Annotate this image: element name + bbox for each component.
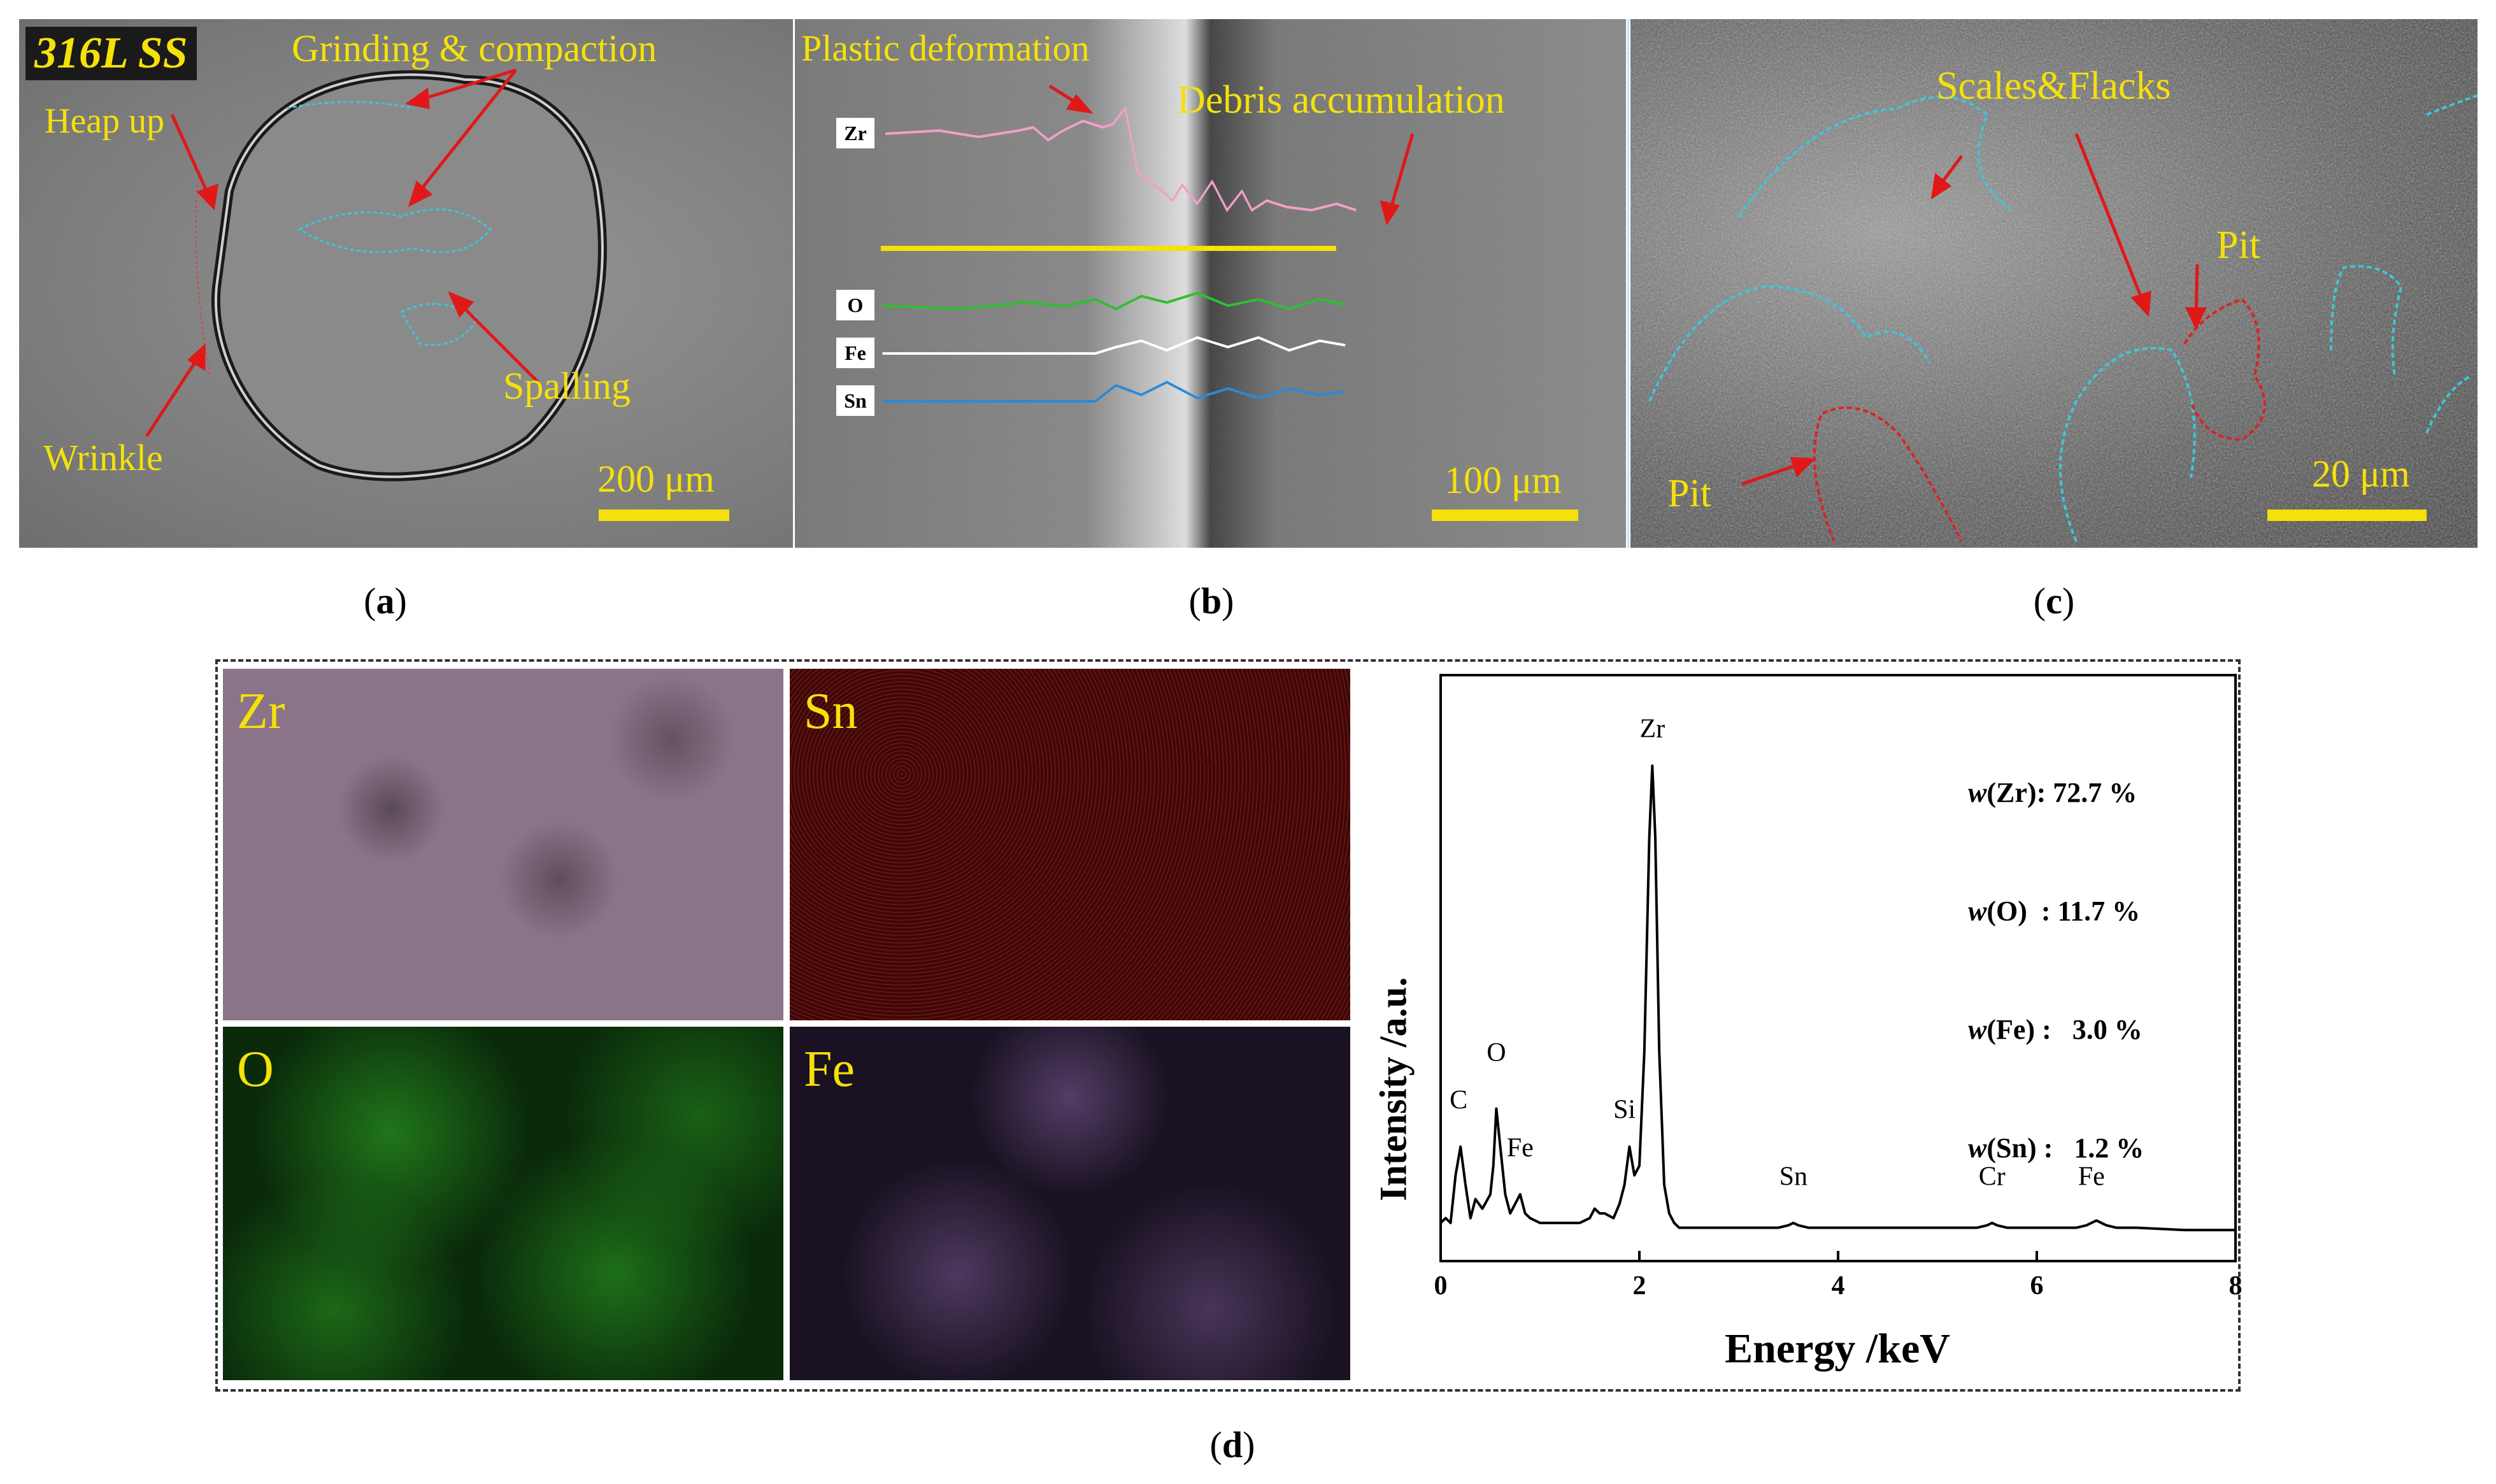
x-tick-label-1: 2 [1633,1271,1646,1301]
scale-bar-b [1432,510,1578,521]
peak-label-o-1: O [1487,1038,1506,1067]
panel-b-sem-image: Plastic deformation Debris accumulation … [795,19,1626,548]
x-tick-label-0: 0 [1434,1271,1448,1301]
peak-label-cr-6: Cr [1979,1162,2006,1191]
composition-fe: w(Fe) : 3.0 % [1968,1014,2143,1045]
peak-label-c-0: C [1450,1086,1467,1115]
peak-label-fe-7: Fe [2078,1162,2105,1191]
scale-label-a: 200 μm [597,458,715,500]
scale-bar-c [2267,510,2427,521]
label-heap-up: Heap up [45,101,165,141]
label-scales-flacks: Scales&Flacks [1936,64,2171,108]
scale-label-b: 100 μm [1444,459,1562,501]
panel-a-sem-image: 316L SS Grinding & compaction Heap up Sp… [19,19,793,548]
linescan-label-fe: Fe [836,338,874,368]
label-grinding: Grinding & compaction [292,27,657,69]
edx-map-fe: Fe [790,1027,1350,1380]
composition-o: w(O) : 11.7 % [1968,895,2141,927]
edx-map-o: O [223,1027,783,1380]
label-plastic-deformation: Plastic deformation [801,27,1090,69]
x-tick-label-3: 6 [2030,1271,2044,1301]
map-label-sn: Sn [804,683,858,739]
edx-map-sn: Sn [790,669,1350,1020]
label-pit-right: Pit [2216,224,2260,267]
caption-b: (b) [1188,580,1234,622]
divider-bc [1627,19,1629,548]
panel-c-graphics [1630,19,2478,548]
linescan-label-o: O [836,290,874,320]
label-spalling: Spalling [503,365,631,407]
peak-label-fe-2: Fe [1507,1133,1534,1162]
edx-map-zr: Zr [223,669,783,1020]
map-label-o: O [237,1041,274,1097]
peak-label-si-3: Si [1613,1095,1636,1125]
label-debris: Debris accumulation [1177,78,1505,122]
x-tick-label-4: 8 [2229,1271,2243,1301]
map-label-fe: Fe [804,1041,855,1097]
panel-c-sem-image: Scales&Flacks Pit Pit 20 μm [1630,19,2478,548]
panel-d-frame [215,659,2241,1392]
linescan-label-sn: Sn [836,385,874,416]
caption-d: (d) [1209,1424,1255,1466]
caption-c: (c) [2033,580,2075,622]
caption-a: (a) [364,580,407,622]
spectrum-line-0 [1439,764,2236,1232]
composition-list: w(Zr): 72.7 % w(O) : 11.7 % w(Fe) : 3.0 … [1968,694,2144,1208]
y-axis-label: Intensity /a.u. [1372,977,1415,1201]
composition-zr: w(Zr): 72.7 % [1968,777,2137,808]
x-tick-label-2: 4 [1832,1271,1845,1301]
scale-bar-a [599,510,729,521]
peak-label-sn-5: Sn [1779,1162,1808,1191]
label-pit-left: Pit [1667,472,1711,515]
label-wrinkle: Wrinkle [43,437,163,478]
map-label-zr: Zr [237,683,285,739]
linescan-label-zr: Zr [836,118,874,148]
x-axis-label: Energy /keV [1725,1325,1950,1372]
composition-sn: w(Sn) : 1.2 % [1968,1132,2144,1164]
panel-a-graphics [19,19,793,548]
panel-b-graphics [795,19,1626,548]
sample-tag: 316L SS [25,27,197,80]
scale-label-c: 20 μm [2312,453,2410,495]
peak-label-zr-4: Zr [1639,714,1665,743]
